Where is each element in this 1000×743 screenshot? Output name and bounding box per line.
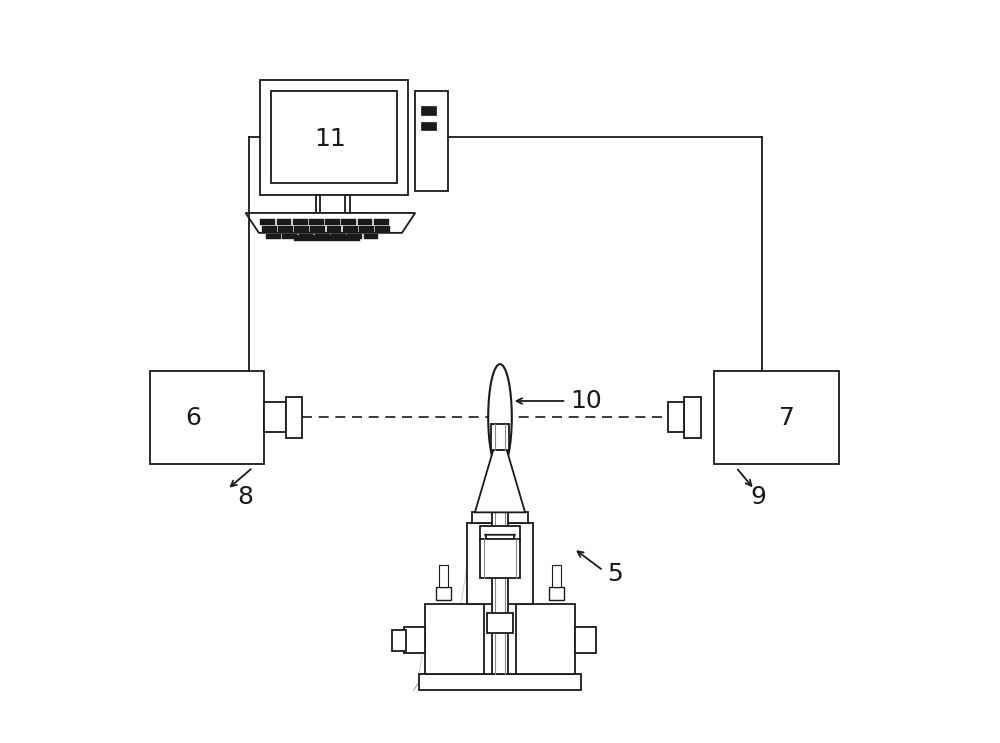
Bar <box>278 226 293 232</box>
Bar <box>150 372 264 464</box>
Bar <box>404 627 425 653</box>
Ellipse shape <box>488 364 512 470</box>
Bar <box>299 233 313 239</box>
Bar <box>467 522 533 604</box>
Bar <box>492 504 508 674</box>
Bar <box>436 587 451 600</box>
Bar <box>439 565 448 587</box>
Polygon shape <box>485 535 515 555</box>
Bar <box>480 526 520 541</box>
Bar <box>277 219 291 224</box>
Text: 10: 10 <box>570 389 602 413</box>
Text: 8: 8 <box>238 485 254 509</box>
Bar <box>575 627 596 653</box>
Bar <box>668 403 684 432</box>
Bar <box>315 233 330 239</box>
Bar <box>331 233 346 239</box>
Bar <box>262 226 277 232</box>
Text: 11: 11 <box>315 127 346 152</box>
Bar <box>347 233 362 239</box>
Bar <box>294 226 309 232</box>
Bar <box>341 219 356 224</box>
Bar <box>343 226 358 232</box>
Text: 5: 5 <box>607 562 623 586</box>
Text: 9: 9 <box>750 485 766 509</box>
Bar <box>549 587 564 600</box>
Bar <box>392 630 406 651</box>
Bar <box>260 80 408 195</box>
Bar <box>480 539 520 578</box>
Bar <box>375 226 390 232</box>
Polygon shape <box>475 450 525 513</box>
Bar <box>264 403 286 432</box>
Bar <box>714 372 839 464</box>
Bar <box>266 233 281 239</box>
Bar <box>487 613 513 633</box>
Polygon shape <box>246 213 415 233</box>
Bar <box>415 91 448 191</box>
Bar <box>484 541 516 674</box>
Bar <box>294 235 360 241</box>
Bar <box>358 219 372 224</box>
Bar <box>282 233 297 239</box>
Bar <box>271 91 397 184</box>
Bar <box>419 674 581 690</box>
Bar <box>316 195 320 213</box>
Text: 7: 7 <box>779 406 795 429</box>
Bar <box>421 123 436 129</box>
Text: 6: 6 <box>185 406 201 429</box>
Bar <box>327 226 341 232</box>
Bar <box>309 219 324 224</box>
Bar <box>684 397 701 438</box>
Bar <box>325 219 340 224</box>
Bar <box>425 604 575 674</box>
Bar <box>310 226 325 232</box>
Bar <box>364 233 378 239</box>
Bar <box>359 226 374 232</box>
Bar <box>552 565 561 587</box>
Bar <box>286 397 302 438</box>
Bar <box>421 106 436 115</box>
Bar <box>491 424 509 450</box>
Bar <box>374 219 389 224</box>
Bar <box>472 513 528 522</box>
Bar <box>260 219 275 224</box>
Bar <box>293 219 308 224</box>
Bar <box>345 195 350 213</box>
